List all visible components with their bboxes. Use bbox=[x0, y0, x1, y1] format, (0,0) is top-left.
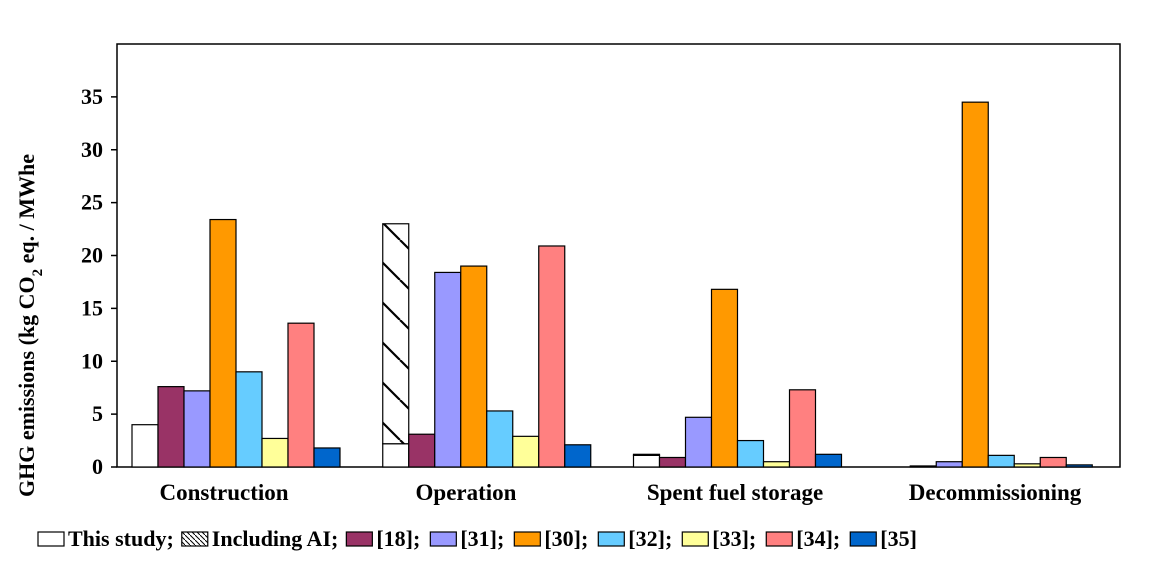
y-axis: 0 5 10 15 20 25 30 35 bbox=[81, 84, 117, 479]
y-tick-label: 15 bbox=[81, 295, 103, 320]
bar bbox=[183, 390, 211, 468]
x-category-label: Decommissioning bbox=[909, 480, 1082, 505]
bar bbox=[814, 453, 843, 468]
legend-swatch bbox=[681, 531, 709, 547]
bar bbox=[658, 456, 687, 468]
bar bbox=[235, 371, 263, 468]
legend-label: [35] bbox=[880, 526, 917, 551]
legend-label: [32]; bbox=[628, 526, 672, 551]
bar bbox=[935, 461, 963, 468]
legend-swatch bbox=[181, 531, 209, 547]
bar bbox=[736, 439, 765, 468]
y-tick-label: 30 bbox=[81, 137, 103, 162]
bar bbox=[131, 424, 159, 468]
y-axis-label-main: GHG emissions (kg CO bbox=[14, 276, 39, 497]
y-tick-label: 10 bbox=[81, 348, 103, 373]
legend-label: Including AI; bbox=[212, 526, 339, 551]
y-tick-label: 5 bbox=[92, 401, 103, 426]
legend-label: [34]; bbox=[796, 526, 840, 551]
legend-swatch bbox=[849, 531, 877, 547]
bar bbox=[961, 101, 989, 468]
bar bbox=[434, 271, 462, 468]
legend-label: [18]; bbox=[376, 526, 420, 551]
bar bbox=[512, 435, 540, 468]
x-category-label: Construction bbox=[159, 480, 288, 505]
bar bbox=[460, 265, 488, 468]
legend: This study; Including AI; [18]; [31]; [30]; [… bbox=[37, 526, 917, 551]
bar bbox=[1065, 464, 1093, 468]
bar bbox=[710, 288, 739, 468]
bar bbox=[987, 454, 1015, 468]
bar bbox=[909, 465, 937, 468]
bar bbox=[564, 444, 592, 468]
bar bbox=[538, 245, 566, 468]
bar bbox=[1013, 463, 1041, 468]
legend-swatch bbox=[513, 531, 541, 547]
bars bbox=[131, 101, 1093, 468]
legend-swatch bbox=[429, 531, 457, 547]
bar bbox=[261, 437, 289, 468]
y-axis-label-subscript: 2 bbox=[30, 269, 46, 277]
y-tick-label: 0 bbox=[92, 454, 103, 479]
y-axis-label-suffix: eq. / MWhe bbox=[14, 154, 39, 269]
bar bbox=[382, 443, 410, 468]
legend-label: [30]; bbox=[544, 526, 588, 551]
bar bbox=[287, 322, 315, 468]
bar bbox=[788, 389, 817, 468]
legend-swatch bbox=[597, 531, 625, 547]
legend-label: This study; bbox=[68, 526, 174, 551]
legend-label: [31]; bbox=[460, 526, 504, 551]
x-category-label: Spent fuel storage bbox=[647, 480, 823, 505]
bar bbox=[157, 386, 185, 468]
legend-swatch bbox=[37, 531, 65, 547]
bar bbox=[209, 218, 237, 468]
y-tick-label: 25 bbox=[81, 190, 103, 215]
bar bbox=[313, 447, 341, 468]
bar bbox=[684, 416, 713, 468]
bar bbox=[632, 453, 661, 456]
y-axis-label: GHG emissions (kg CO2 eq. / MWhe bbox=[14, 154, 46, 497]
bar bbox=[408, 433, 436, 468]
legend-swatch bbox=[345, 531, 373, 547]
bar bbox=[632, 454, 661, 468]
y-tick-label: 20 bbox=[81, 243, 103, 268]
bar bbox=[486, 410, 514, 468]
bar bbox=[382, 223, 410, 445]
x-category-label: Operation bbox=[416, 480, 517, 505]
legend-swatch bbox=[765, 531, 793, 547]
bar bbox=[762, 461, 791, 468]
legend-label: [33]; bbox=[712, 526, 756, 551]
y-tick-label: 35 bbox=[81, 84, 103, 109]
x-axis: Construction Operation Spent fuel storage D… bbox=[159, 480, 1081, 505]
bar bbox=[1039, 456, 1067, 468]
